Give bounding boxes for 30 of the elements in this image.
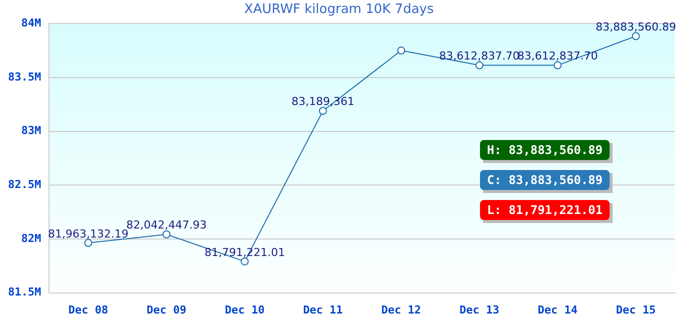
y-tick-label: 82.5M — [8, 178, 42, 191]
y-tick-label: 84M — [21, 16, 42, 30]
x-tick-label: Dec 14 — [538, 303, 578, 316]
point — [240, 257, 249, 266]
point — [84, 238, 92, 247]
data-label: 83,883,560.89 — [596, 20, 676, 34]
x-tick-label: Dec 10 — [224, 303, 265, 316]
x-tick-label: Dec 15 — [616, 303, 656, 316]
point — [632, 32, 640, 40]
y-tick-label: 83M — [21, 124, 42, 138]
annotation: H: 83,883,560.89 — [487, 143, 603, 158]
y-tick-label: 81.5M — [8, 286, 42, 299]
annotation: L: 81,791,221.01 — [487, 203, 603, 218]
x-tick-label: Dec 12 — [381, 303, 422, 316]
y-tick-label: 82M — [21, 232, 42, 245]
data-label: 82,042,447.93 — [126, 218, 207, 232]
point — [397, 46, 406, 55]
x-tick-label: Dec 09 — [146, 303, 186, 316]
point — [475, 61, 484, 70]
chart-title: XAURWF kilogram 10K 7days — [244, 2, 434, 18]
x-tick-label: Dec 08 — [68, 303, 108, 316]
point — [554, 61, 562, 70]
y-tick-label: 83.5M — [8, 70, 42, 84]
annotation: C: 83,883,560.89 — [487, 173, 603, 188]
x-tick-label: Dec 13 — [460, 303, 500, 316]
data-label: 81,963,132.19 — [48, 227, 128, 240]
point — [162, 230, 170, 238]
point — [318, 106, 327, 115]
data-label: 83,612,837.70 — [439, 50, 520, 63]
x-tick-label: Dec 11 — [303, 303, 344, 316]
